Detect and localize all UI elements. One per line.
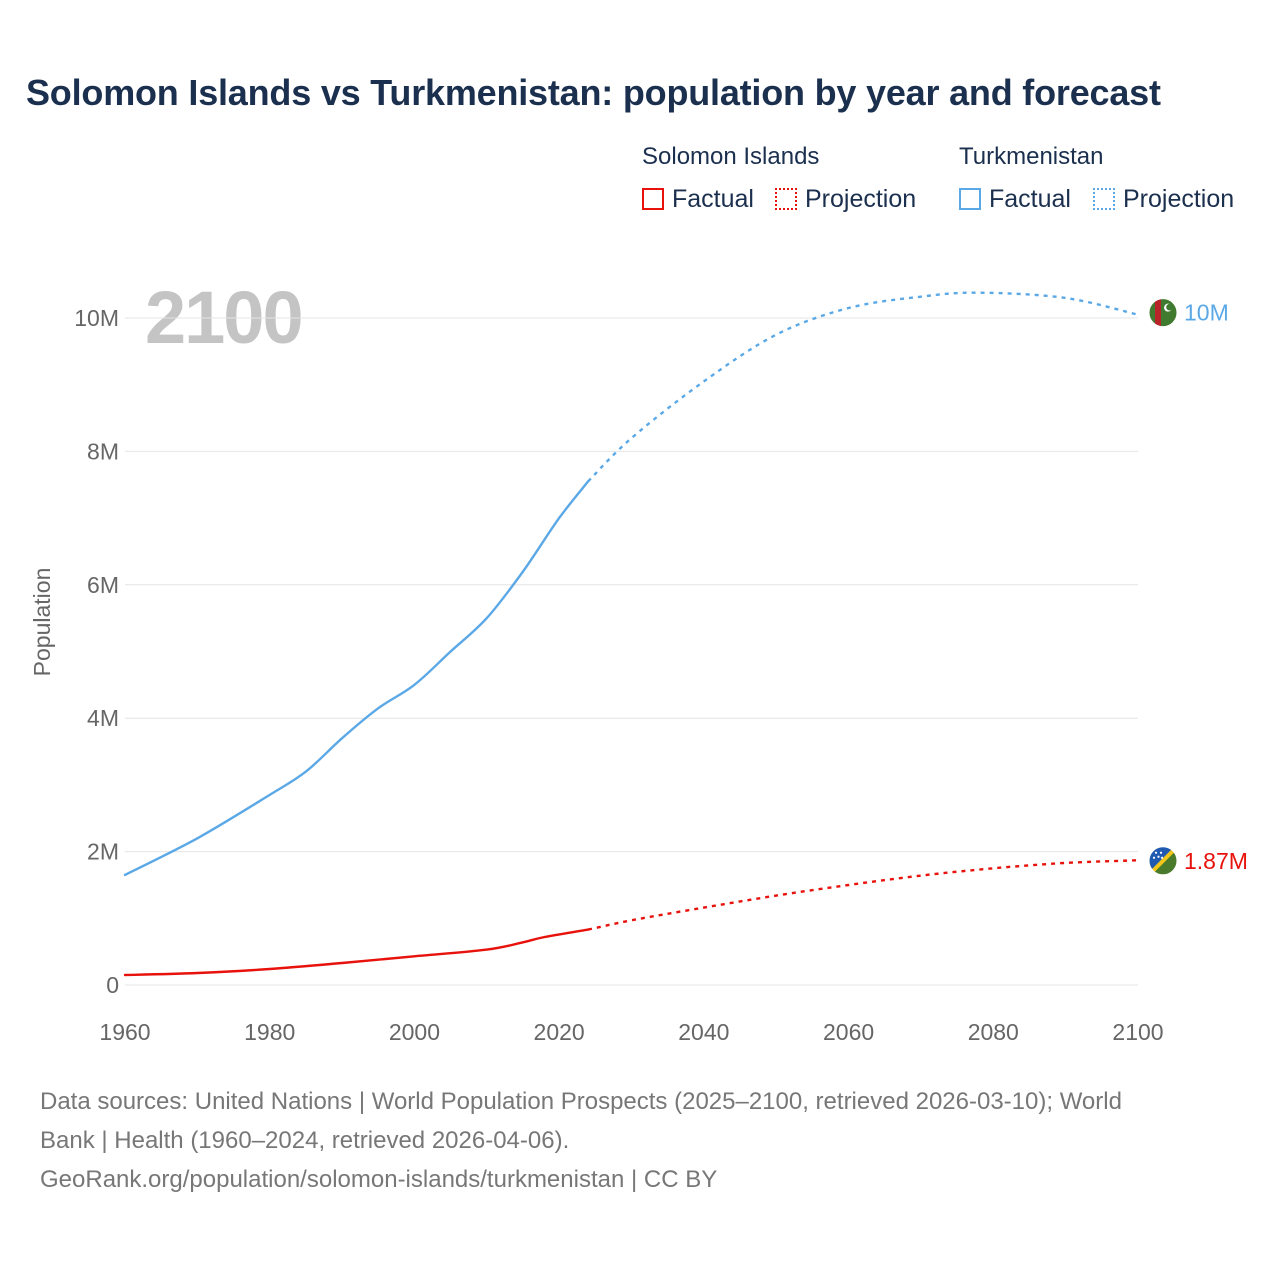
- solomon-islands-end-value-label: 1.87M: [1184, 848, 1248, 874]
- x-tick-label: 2060: [823, 1019, 874, 1045]
- footer-sources-line1: Data sources: United Nations | World Pop…: [40, 1088, 1122, 1115]
- x-tick-label: 2100: [1112, 1019, 1163, 1045]
- solomon-islands-flag-icon: [1149, 846, 1177, 875]
- y-tick-label: 6M: [87, 572, 119, 598]
- y-tick-label: 8M: [87, 438, 119, 464]
- legend-group-solomon-islands: Solomon Islands: [642, 143, 820, 170]
- x-tick-label: 2000: [389, 1019, 440, 1045]
- flag-outline: [1148, 298, 1178, 328]
- chart-title: Solomon Islands vs Turkmenistan: populat…: [26, 72, 1161, 113]
- footer-attribution[interactable]: GeoRank.org/population/solomon-islands/t…: [40, 1166, 718, 1193]
- turkmenistan-flag-icon: [1149, 298, 1177, 327]
- legend-group-turkmenistan: Turkmenistan: [959, 143, 1104, 170]
- legend-label: Projection: [805, 184, 917, 213]
- legend-turkmenistan-factual[interactable]: Factual: [959, 184, 1071, 214]
- y-axis-label: Population: [29, 568, 55, 677]
- legend-label: Factual: [672, 184, 754, 213]
- flag-outline: [1148, 846, 1178, 876]
- series-line-turkmenistan-projection: [587, 291, 1139, 483]
- legend-solomon-projection[interactable]: Projection: [775, 184, 916, 214]
- legend-swatch-dotted-blue: [1093, 188, 1115, 210]
- legend-label: Projection: [1123, 184, 1235, 213]
- y-tick-label: 0: [106, 972, 119, 998]
- population-chart: 2100 0 2M 4M 6M 8M 10M 1960 1980 2000 2020 2040 2060…: [29, 276, 1248, 1045]
- x-tick-label: 1960: [99, 1019, 150, 1045]
- series-line-turkmenistan-factual: [123, 480, 590, 877]
- legend-solomon-factual[interactable]: Factual: [642, 184, 754, 214]
- x-tick-label: 2080: [968, 1019, 1019, 1045]
- legend-swatch-solid-red: [642, 188, 664, 210]
- legend-swatch-solid-blue: [959, 188, 981, 210]
- series-line-solomon-islands-factual: [123, 928, 590, 977]
- x-tick-label: 1980: [244, 1019, 295, 1045]
- y-tick-label: 10M: [74, 305, 119, 331]
- footer-sources-line2: Bank | Health (1960–2024, retrieved 2026…: [40, 1127, 570, 1154]
- legend-swatch-dotted-red: [775, 188, 797, 210]
- turkmenistan-end-value-label: 10M: [1184, 300, 1229, 326]
- x-tick-label: 2040: [678, 1019, 729, 1045]
- series-line-solomon-islands-projection: [587, 859, 1139, 931]
- legend-label: Factual: [989, 184, 1071, 213]
- x-tick-label: 2020: [534, 1019, 585, 1045]
- legend-turkmenistan-projection[interactable]: Projection: [1093, 184, 1234, 214]
- y-tick-label: 4M: [87, 705, 119, 731]
- y-tick-label: 2M: [87, 839, 119, 865]
